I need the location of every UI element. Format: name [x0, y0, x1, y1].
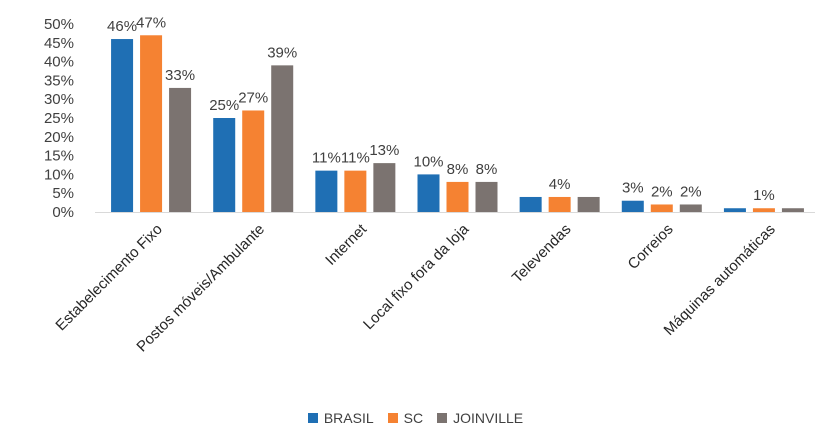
category-label: Estabelecimento Fixo [52, 221, 165, 334]
data-label: 2% [651, 183, 673, 200]
category-label: Televendas [509, 221, 575, 287]
data-labels: 46%47%33%25%27%39%11% 11% 13%10% 8% 8%4% 3% 2%… [107, 14, 775, 204]
y-tick-label: 15% [44, 148, 74, 165]
bar [271, 65, 294, 212]
data-label: 1% [753, 187, 775, 204]
data-label: 47% [136, 14, 166, 31]
data-label: 39% [267, 44, 297, 61]
legend-swatch [307, 413, 318, 423]
bar [475, 181, 498, 212]
data-label: 11% [312, 150, 341, 167]
data-label: 8% [476, 161, 498, 178]
category-label: Local fixo fora da loja [360, 220, 473, 333]
category-label: Correios [625, 221, 677, 273]
legend-label: JOINVILLE [453, 410, 524, 426]
bar [169, 87, 192, 212]
bar [752, 208, 775, 212]
legend-label: SC [403, 410, 424, 426]
bar [446, 181, 469, 212]
bar [344, 170, 367, 212]
legend-swatch [387, 413, 398, 423]
y-tick-label: 10% [44, 166, 74, 183]
data-label: 4% [549, 176, 571, 193]
data-label: 8% [447, 161, 469, 178]
bar [577, 196, 600, 212]
bar [650, 204, 673, 212]
data-label: 11% [341, 150, 370, 167]
bar [140, 35, 163, 212]
y-tick-label: 5% [52, 185, 74, 202]
bar [621, 200, 644, 212]
legend: BRASIL SC JOINVILLE [0, 410, 831, 426]
legend-item: BRASIL [307, 410, 374, 426]
y-tick-label: 40% [44, 54, 74, 71]
bar [679, 204, 702, 212]
legend-item: JOINVILLE [437, 410, 523, 426]
legend-label: BRASIL [323, 410, 374, 426]
y-tick-label: 30% [44, 91, 74, 108]
data-label: 2% [680, 183, 702, 200]
y-tick-label: 20% [44, 129, 74, 146]
category-label: Internet [322, 220, 371, 269]
y-tick-label: 25% [44, 110, 74, 127]
bar [548, 196, 571, 212]
bar [417, 174, 440, 212]
category-label: Máquinas automáticas [661, 221, 779, 339]
legend-item: SC [387, 410, 424, 426]
y-tick-label: 35% [44, 72, 74, 89]
data-label: 46% [107, 18, 137, 35]
data-label: 25% [209, 97, 239, 114]
data-label: 27% [238, 89, 268, 106]
y-tick-label: 0% [52, 204, 74, 221]
data-label: 3% [622, 180, 644, 197]
bar [213, 118, 236, 212]
data-label: 33% [165, 67, 195, 84]
bar [723, 208, 746, 212]
y-tick-label: 50% [44, 16, 74, 33]
bar [111, 39, 134, 212]
data-label: 13% [369, 142, 399, 159]
data-label: 10% [413, 153, 443, 170]
y-tick-label: 45% [44, 35, 74, 52]
bar [781, 208, 804, 212]
bar [315, 170, 338, 212]
bar [373, 163, 396, 212]
bar [519, 196, 542, 212]
legend-swatch [437, 413, 448, 423]
bar [242, 110, 265, 212]
bars [111, 35, 804, 212]
y-axis: 0% 5% 10%15% 20% 25% 30% 35%40% 45% 50% [44, 16, 74, 221]
